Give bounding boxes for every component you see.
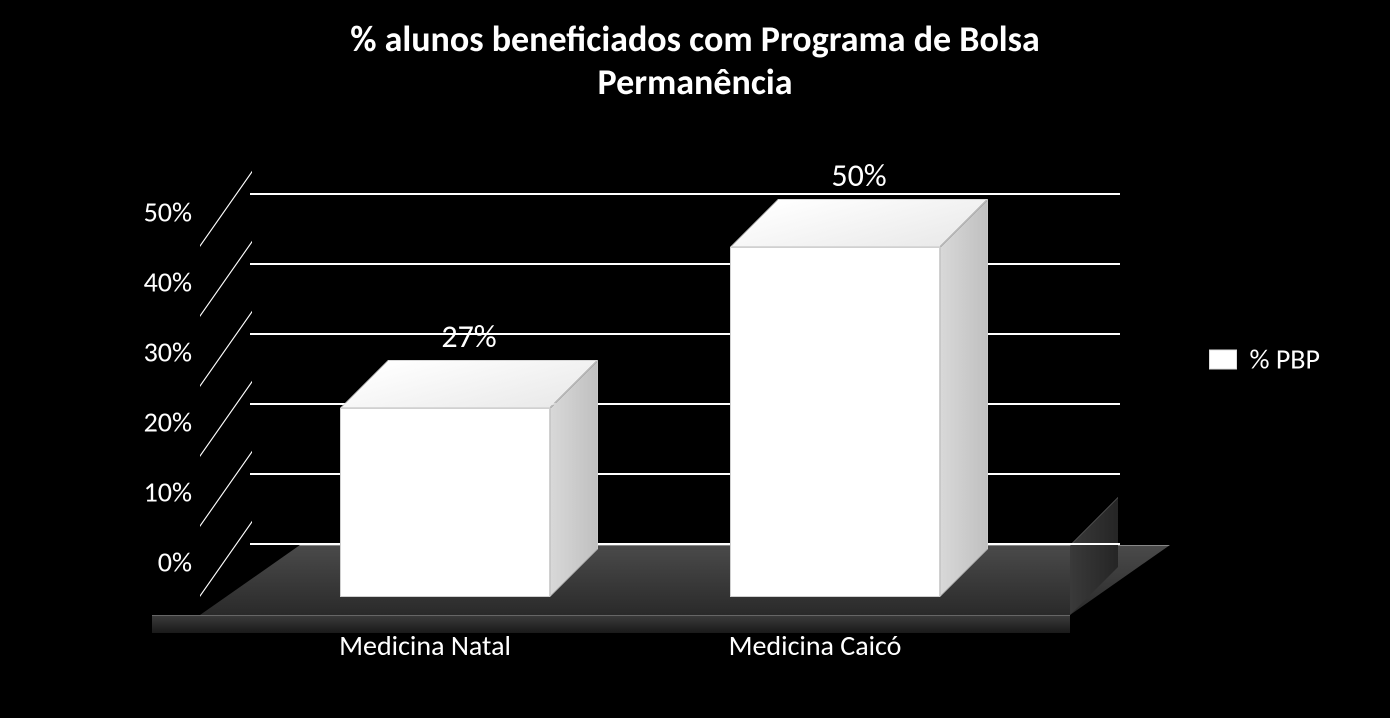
x-axis-tick-label: Medicina Natal: [339, 628, 511, 663]
bar: [730, 247, 940, 597]
y-axis-tick-label: 50%: [112, 195, 192, 230]
side-gridline: [200, 451, 252, 527]
bar-data-label: 50%: [831, 156, 886, 195]
chart-title: % alunos beneficiados com Programa de Bo…: [0, 0, 1390, 104]
legend-label: % PBP: [1249, 342, 1320, 377]
y-axis-tick-label: 10%: [112, 475, 192, 510]
y-axis-tick-label: 40%: [112, 265, 192, 300]
chart-area: 0% 10% 20% 30% 40% 50% Medicina Natal Medicina…: [100, 155, 1110, 675]
side-gridline: [200, 171, 252, 247]
gridline: [250, 333, 1120, 335]
legend: % PBP: [1209, 342, 1320, 377]
gridline: [250, 263, 1120, 265]
y-axis-tick-label: 20%: [112, 405, 192, 440]
x-axis-tick-label: Medicina Caicó: [729, 628, 902, 663]
y-axis-tick-label: 0%: [112, 545, 192, 580]
bar-front-face: [730, 247, 940, 597]
bar: [340, 408, 550, 597]
legend-swatch: [1209, 349, 1237, 369]
y-axis-tick-label: 30%: [112, 335, 192, 370]
bar-side-face: [940, 199, 988, 597]
side-gridline: [200, 241, 252, 317]
side-gridline: [200, 381, 252, 457]
floor-front: [152, 615, 1070, 633]
title-line-2: Permanência: [0, 61, 1390, 104]
bar-data-label: 27%: [441, 317, 496, 356]
bar-front-face: [340, 408, 550, 597]
side-gridline: [200, 311, 252, 387]
gridline: [250, 193, 1120, 195]
title-line-1: % alunos beneficiados com Programa de Bo…: [0, 18, 1390, 61]
